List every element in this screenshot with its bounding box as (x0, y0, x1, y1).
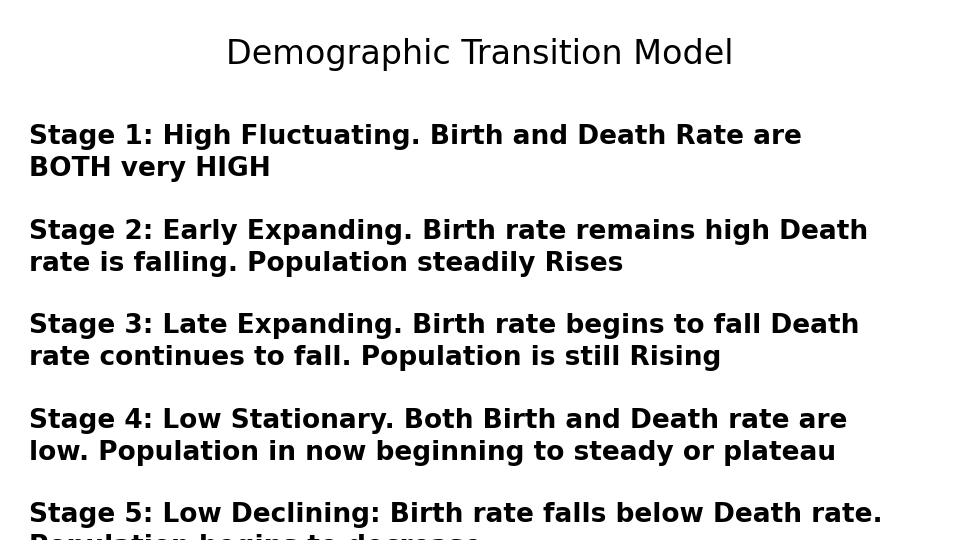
Text: Stage 1: High Fluctuating. Birth and Death Rate are
BOTH very HIGH: Stage 1: High Fluctuating. Birth and Dea… (29, 124, 802, 182)
Text: Stage 5: Low Declining: Birth rate falls below Death rate.
Population begins to : Stage 5: Low Declining: Birth rate falls… (29, 502, 882, 540)
Text: Demographic Transition Model: Demographic Transition Model (227, 38, 733, 71)
Text: Stage 4: Low Stationary. Both Birth and Death rate are
low. Population in now be: Stage 4: Low Stationary. Both Birth and … (29, 408, 847, 465)
Text: Stage 3: Late Expanding. Birth rate begins to fall Death
rate continues to fall.: Stage 3: Late Expanding. Birth rate begi… (29, 313, 859, 371)
Text: Stage 2: Early Expanding. Birth rate remains high Death
rate is falling. Populat: Stage 2: Early Expanding. Birth rate rem… (29, 219, 868, 276)
